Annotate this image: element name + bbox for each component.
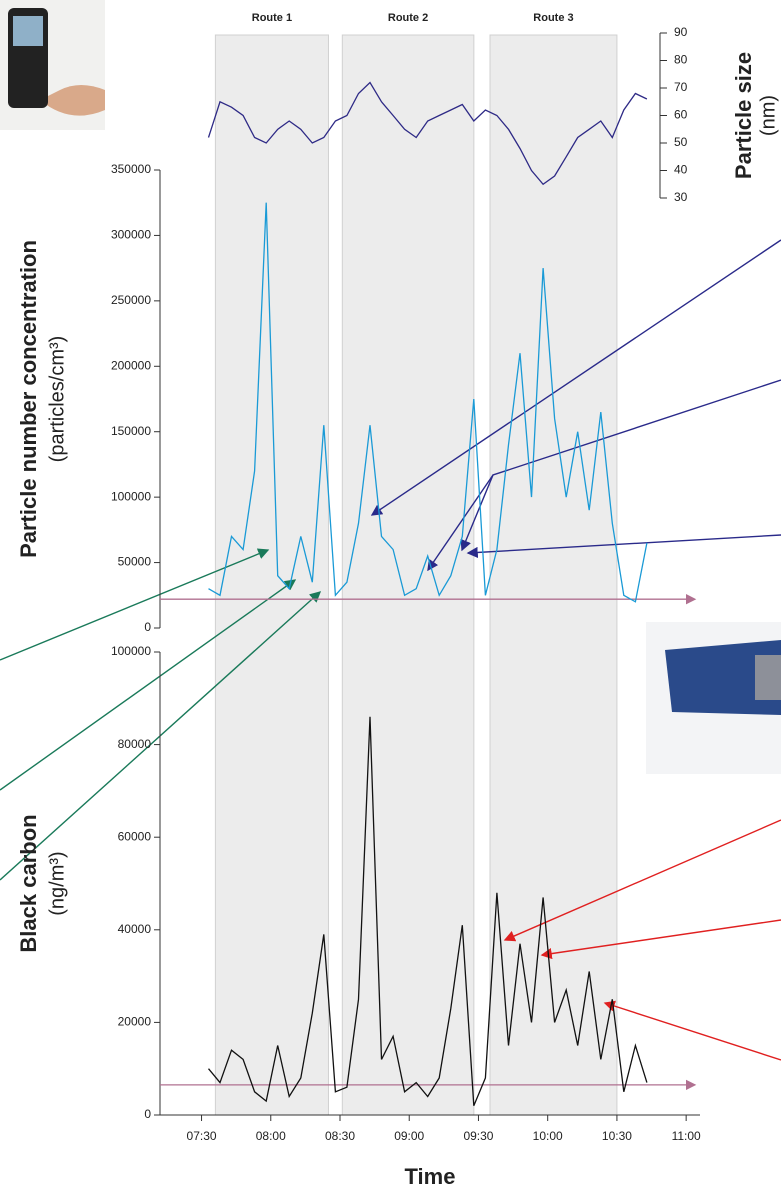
x-tick-label: 11:00 <box>672 1129 701 1143</box>
y-tick-label: 20000 <box>118 1015 152 1029</box>
x-tick-label: 09:30 <box>463 1129 493 1143</box>
y-tick-label: 90 <box>674 25 688 39</box>
route-band <box>342 35 474 1115</box>
y-tick-label: 100000 <box>111 489 151 503</box>
route-label: Route 3 <box>533 12 573 24</box>
y-axis-title: Particle size <box>731 52 756 179</box>
y-tick-label: 50 <box>674 135 688 149</box>
x-tick-label: 07:30 <box>187 1129 217 1143</box>
y-axis-title: Particle number concentration <box>16 240 41 558</box>
route-label: Route 2 <box>388 12 428 24</box>
x-tick-label: 10:00 <box>533 1129 563 1143</box>
y-axis-title: Black carbon <box>16 814 41 952</box>
route-bands: Route 1 Route 2 Route 3 <box>215 12 617 1115</box>
y-tick-label: 40000 <box>118 922 152 936</box>
x-tick-label: 09:00 <box>394 1129 424 1143</box>
x-tick-label: 10:30 <box>602 1129 632 1143</box>
page: {"chart_data": [ {"type": "line", "ylabe… <box>0 0 781 1195</box>
y-tick-label: 300000 <box>111 228 151 242</box>
y-tick-label: 50000 <box>118 555 152 569</box>
chart: Route 1 Route 2 Route 3 30 40 50 60 70 80 90 Part… <box>0 0 781 1195</box>
y-tick-label: 250000 <box>111 293 151 307</box>
route-label: Route 1 <box>252 12 292 24</box>
device-photo <box>0 0 105 130</box>
y-tick-label: 150000 <box>111 424 151 438</box>
y-axis-unit: (ng/m³) <box>46 851 68 915</box>
y-axis-unit: (nm) <box>757 95 779 136</box>
y-tick-label: 60 <box>674 108 688 122</box>
x-axis-title: Time <box>405 1164 456 1189</box>
x-tick-label: 08:30 <box>325 1129 355 1143</box>
y-tick-label: 80 <box>674 53 688 67</box>
y-tick-label: 350000 <box>111 162 151 176</box>
instrument-photo <box>646 622 781 774</box>
y-tick-label: 80000 <box>118 737 152 751</box>
y-tick-label: 60000 <box>118 829 152 843</box>
y-tick-label: 0 <box>144 1107 151 1121</box>
y-tick-label: 0 <box>144 620 151 634</box>
y-tick-label: 70 <box>674 80 688 94</box>
y-tick-label: 30 <box>674 190 688 204</box>
route-band <box>215 35 328 1115</box>
x-tick-label: 08:00 <box>256 1129 286 1143</box>
y-tick-label: 200000 <box>111 358 151 372</box>
y-tick-label: 100000 <box>111 644 151 658</box>
y-tick-label: 40 <box>674 163 688 177</box>
y-axis-unit: (particles/cm³) <box>46 336 68 463</box>
